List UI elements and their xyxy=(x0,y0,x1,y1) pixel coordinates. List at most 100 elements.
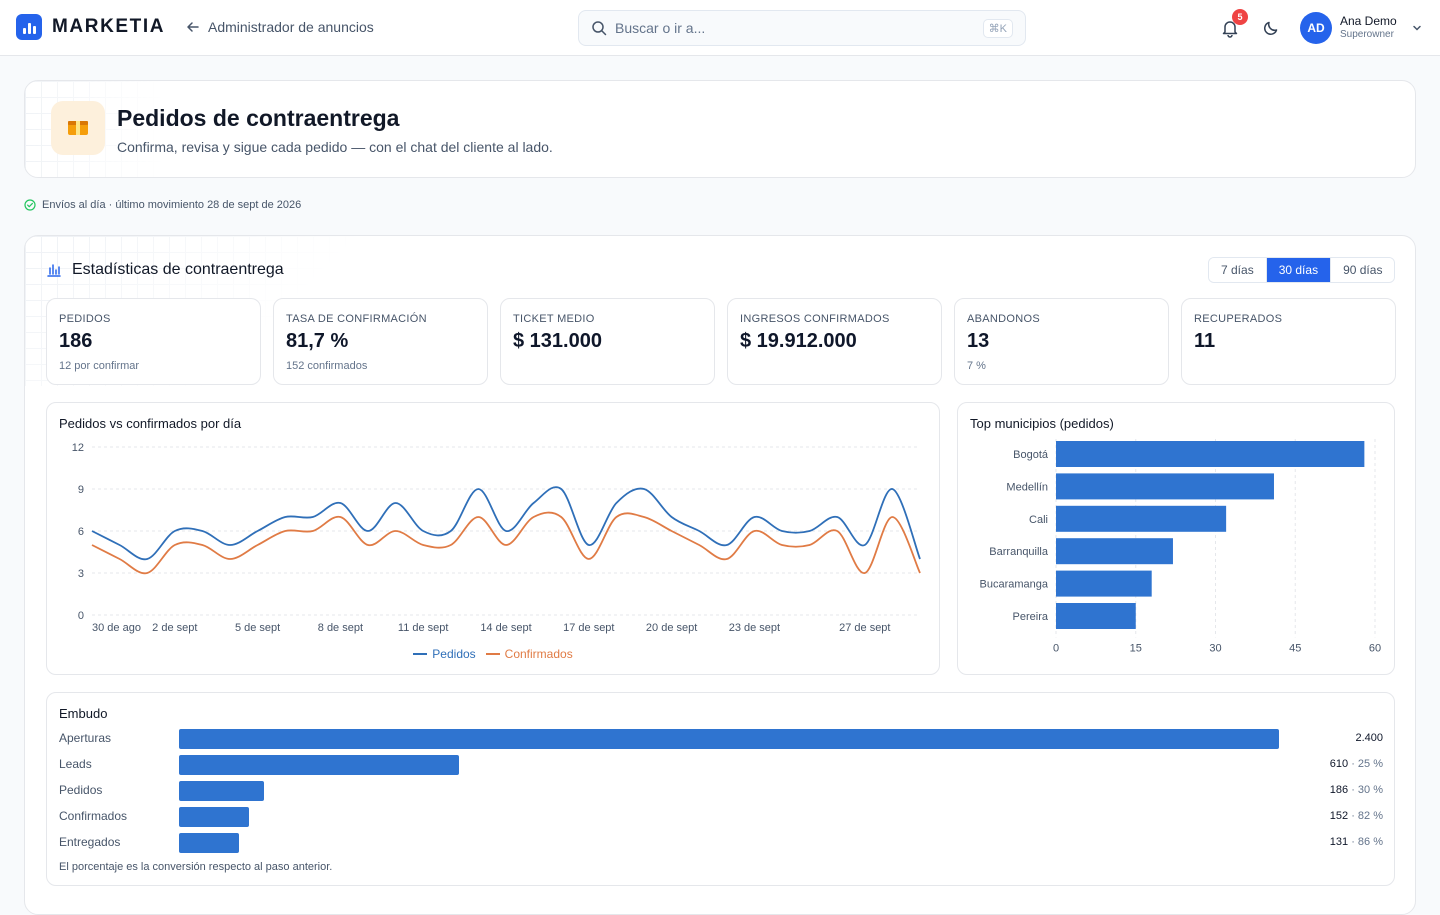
chart-title: Pedidos vs confirmados por día xyxy=(59,416,242,431)
x-tick-label: 5 de sept xyxy=(235,622,280,634)
kpi-value: 13 xyxy=(967,330,990,352)
search-input[interactable]: Buscar o ir a... ⌘K xyxy=(578,10,1026,46)
x-tick-label: 11 de sept xyxy=(398,622,449,634)
legend-item-confirmados[interactable]: Confirmados xyxy=(485,647,573,661)
funnel-step-label: Pedidos xyxy=(59,783,103,797)
funnel-step-label: Entregados xyxy=(59,835,121,849)
x-tick-label: 17 de sept xyxy=(563,622,614,634)
category-label: Barranquilla xyxy=(989,546,1049,558)
moon-icon xyxy=(1264,21,1278,35)
back-link-label: Administrador de anuncios xyxy=(208,19,374,35)
kpi-label: TASA DE CONFIRMACIÓN xyxy=(286,313,427,325)
legend-item-pedidos[interactable]: Pedidos xyxy=(413,647,476,661)
shipping-status: Envíos al día · último movimiento 28 de … xyxy=(24,199,301,211)
bar-chart-logo-icon xyxy=(16,14,42,40)
category-label: Bogotá xyxy=(1013,449,1049,461)
range-30-days-button[interactable]: 30 días xyxy=(1265,258,1331,282)
x-tick-label: 23 de sept xyxy=(729,622,780,634)
notification-count-badge: 5 xyxy=(1232,9,1248,25)
kpi-label: PEDIDOS xyxy=(59,313,111,325)
bar xyxy=(1056,441,1365,467)
y-tick-label: 9 xyxy=(78,484,84,496)
funnel-bar xyxy=(179,755,459,775)
legend-swatch xyxy=(485,653,500,655)
funnel-conversion-rate: · 86 % xyxy=(1348,836,1383,848)
user-name: Ana Demo xyxy=(1340,14,1397,28)
kpi-label: RECUPERADOS xyxy=(1194,313,1283,325)
kpi-card-confirmed-revenue: INGRESOS CONFIRMADOS $ 19.912.000 xyxy=(727,298,942,385)
x-tick-label: 0 xyxy=(1053,642,1059,654)
kpi-sub: 7 % xyxy=(967,360,986,372)
back-to-ads-manager-link[interactable]: Administrador de anuncios xyxy=(186,19,374,35)
x-tick-label: 2 de sept xyxy=(152,622,197,634)
funnel-conversion-rate: · 30 % xyxy=(1348,784,1383,796)
x-tick-label: 27 de sept xyxy=(839,622,890,634)
notifications-button[interactable]: 5 xyxy=(1220,9,1248,38)
funnel-step-label: Aperturas xyxy=(59,731,112,745)
brand-logo[interactable]: MARKETIA xyxy=(16,14,165,40)
range-7-days-button[interactable]: 7 días xyxy=(1209,258,1266,282)
bar xyxy=(1056,603,1136,629)
x-tick-label: 20 de sept xyxy=(646,622,697,634)
x-tick-label: 14 de sept xyxy=(480,622,531,634)
search-placeholder: Buscar o ir a... xyxy=(615,20,706,36)
check-circle-icon xyxy=(24,199,36,211)
funnel-row: Pedidos 186 · 30 % xyxy=(59,781,1383,801)
x-tick-label: 45 xyxy=(1289,642,1301,654)
x-tick-label: 15 xyxy=(1130,642,1142,654)
category-label: Cali xyxy=(1029,514,1048,526)
bar xyxy=(1056,505,1227,532)
kpi-card-pedidos: PEDIDOS 186 12 por confirmar xyxy=(46,298,261,385)
legend-label: Confirmados xyxy=(504,647,573,661)
kpi-value: 11 xyxy=(1194,330,1216,352)
avatar: AD xyxy=(1300,12,1332,44)
kpi-card-confirmation-rate: TASA DE CONFIRMACIÓN 81,7 % 152 confirma… xyxy=(273,298,488,385)
user-role: Superowner xyxy=(1340,29,1394,40)
kpi-sub: 12 por confirmar xyxy=(59,360,140,372)
series-line-pedidos xyxy=(91,486,921,561)
kpi-card-abandoned: ABANDONOS 13 7 % xyxy=(954,298,1169,385)
kpi-sub: 152 confirmados xyxy=(286,360,368,372)
top-municipalities-chart: 0 15 30 45 60 Bogotá Medellín Cali Barranquilla B… xyxy=(980,439,1381,654)
funnel-step-value: 610 · 25 % xyxy=(1329,758,1383,770)
funnel-card: Embudo Aperturas 2.400 Leads 610 · 25 % Pedi… xyxy=(46,692,1395,886)
funnel-bar xyxy=(179,807,249,827)
top-bar: MARKETIA Administrador de anuncios Busca… xyxy=(0,0,1440,56)
orders-line-chart: 0 3 6 9 12 30 de ago 2 de sept 5 de sept 8 de se… xyxy=(72,442,921,634)
bell-icon xyxy=(1222,21,1238,38)
kpi-card-average-ticket: TICKET MEDIO $ 131.000 xyxy=(500,298,715,385)
funnel-row: Confirmados 152 · 82 % xyxy=(59,807,1383,827)
y-tick-label: 12 xyxy=(72,442,84,454)
stats-title: Estadísticas de contraentrega xyxy=(46,261,284,279)
kpi-card-recovered: RECUPERADOS 11 xyxy=(1181,298,1396,385)
category-label: Pereira xyxy=(1013,611,1049,623)
chart-legend: Pedidos Confirmados xyxy=(47,647,939,661)
range-90-days-button[interactable]: 90 días xyxy=(1330,258,1395,282)
stats-panel: Estadísticas de contraentrega 7 días 30 … xyxy=(24,235,1416,915)
funnel-row: Entregados 131 · 86 % xyxy=(59,833,1383,853)
funnel-step-value: 2.400 xyxy=(1355,732,1383,744)
category-label: Medellín xyxy=(1006,481,1048,493)
x-tick-label: 60 xyxy=(1369,642,1381,654)
funnel-bar xyxy=(179,833,240,853)
series-line-confirmados xyxy=(91,511,921,575)
theme-toggle-button[interactable] xyxy=(1262,19,1280,37)
funnel-step-value: 131 · 86 % xyxy=(1329,836,1383,848)
funnel-note: El porcentaje es la conversión respecto … xyxy=(59,861,333,873)
y-tick-label: 0 xyxy=(78,610,84,622)
bar xyxy=(1056,473,1274,500)
top-municipalities-card: Top municipios (pedidos) 0 15 30 45 60 Bogotá… xyxy=(957,402,1395,675)
range-selector: 7 días 30 días 90 días xyxy=(1208,257,1396,283)
funnel-title: Embudo xyxy=(59,706,108,721)
chart-title: Top municipios (pedidos) xyxy=(970,416,1114,431)
user-menu[interactable]: AD Ana Demo Superowner xyxy=(1300,12,1423,44)
search-shortcut-hint: ⌘K xyxy=(982,18,1013,38)
page-subtitle: Confirma, revisa y sigue cada pedido — c… xyxy=(117,139,553,155)
kpi-label: INGRESOS CONFIRMADOS xyxy=(740,313,890,325)
funnel-conversion-rate: · 82 % xyxy=(1348,810,1383,822)
funnel-step-value: 186 · 30 % xyxy=(1329,784,1383,796)
kpi-value: 81,7 % xyxy=(286,330,349,352)
legend-swatch xyxy=(413,653,428,655)
y-tick-label: 6 xyxy=(78,526,84,538)
kpi-value: $ 19.912.000 xyxy=(740,330,857,352)
